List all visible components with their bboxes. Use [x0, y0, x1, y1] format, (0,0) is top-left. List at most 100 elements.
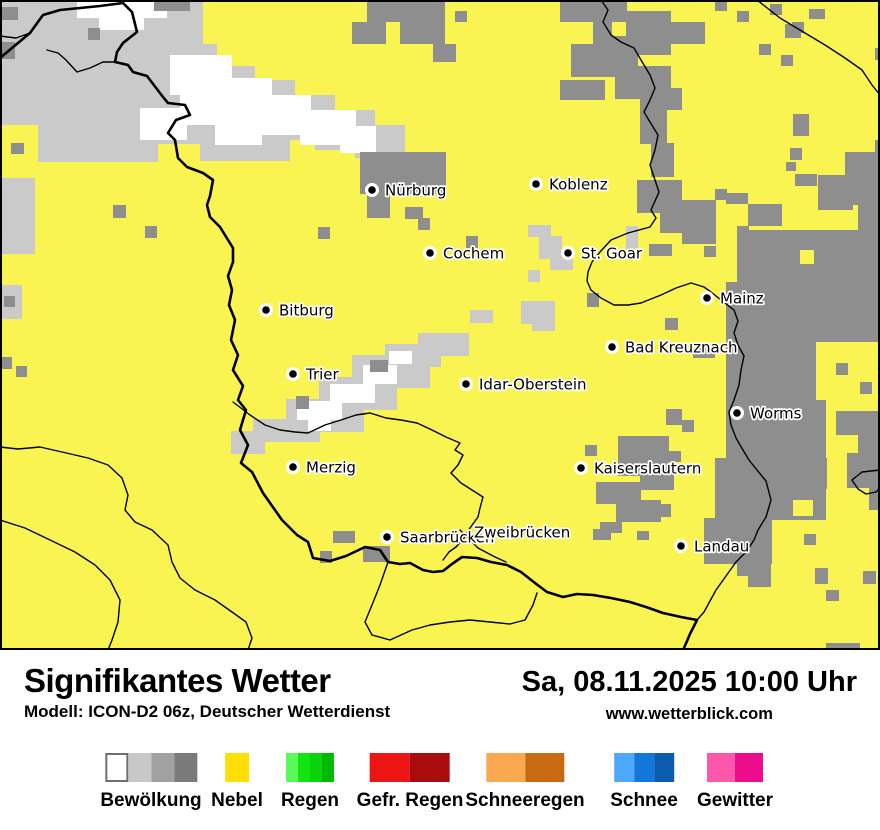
city-label: Bitburg [279, 302, 334, 320]
legend-group-regen: Regen [281, 753, 339, 812]
legend-swatch [128, 753, 151, 782]
legend-swatches-nebel [225, 753, 249, 782]
border-lines [0, 0, 880, 650]
legend-swatch [105, 753, 128, 782]
legend-group-bewoelkung: Bewölkung [100, 753, 202, 812]
legend-swatch [410, 753, 450, 782]
city-dot [262, 306, 270, 314]
legend-group-nebel: Nebel [211, 753, 263, 812]
city-dot [703, 294, 711, 302]
city-label: Merzig [306, 459, 356, 477]
border-france-2 [0, 519, 121, 650]
city-dot [462, 380, 470, 388]
city-landau: Landau [674, 536, 751, 557]
city-dot [368, 186, 376, 194]
legend-swatch [370, 753, 410, 782]
legend-swatch [634, 753, 654, 782]
border-moselle-loop [364, 561, 538, 641]
legend-group-gefr-regen: Gefr. Regen [356, 753, 464, 812]
city-dot [677, 542, 685, 550]
cloud-holes [612, 22, 846, 527]
legend-label-gewitter: Gewitter [696, 790, 774, 811]
city-label: Idar-Oberstein [479, 376, 587, 394]
legend-group-schneeregen: Schneeregen [465, 753, 585, 812]
legend-swatch [321, 753, 334, 782]
datetime-block: Sa, 08.11.2025 10:00 Uhr www.wetterblick… [522, 666, 857, 724]
city-dot [564, 249, 572, 257]
legend-swatch [285, 753, 298, 782]
legend-group-gewitter: Gewitter [697, 753, 773, 812]
city-dot [383, 533, 391, 541]
legend-swatches-schneeregen [485, 753, 564, 782]
border-east-loop [851, 469, 880, 495]
city-label: Trier [305, 366, 340, 384]
legend-label-schneeregen: Schneeregen [465, 790, 585, 811]
city-dot [733, 409, 741, 417]
legend-swatch [309, 753, 322, 782]
city-n-rburg: Nürburg [365, 180, 448, 201]
city-kaiserslautern: Kaiserslautern [574, 458, 703, 479]
city-dot [426, 249, 434, 257]
city-trier: Trier [286, 364, 341, 385]
city-koblenz: Koblenz [529, 174, 609, 195]
forecast-datetime: Sa, 08.11.2025 10:00 Uhr [521, 666, 857, 698]
legend-label-bewoelkung: Bewölkung [100, 790, 202, 811]
city-label: Zweibrücken [474, 524, 570, 542]
city-saarbr-cken: Saarbrücken [380, 527, 496, 548]
border-saarland [232, 401, 484, 561]
city-label: St. Goar [581, 245, 643, 263]
legend-swatch [614, 753, 634, 782]
city-merzig: Merzig [286, 457, 358, 478]
legend-swatch [485, 753, 525, 782]
legend: Bewölkung Nebel Regen Gefr. Regen Schneerege… [0, 650, 880, 830]
city-dot [532, 180, 540, 188]
city-label: Saarbrücken [400, 529, 494, 547]
weather-map: Nürburg Koblenz Cochem St. Goar Bitburg Mainz… [0, 0, 880, 650]
city-bitburg: Bitburg [259, 300, 335, 321]
city-label: Worms [750, 405, 802, 423]
city-mainz: Mainz [700, 288, 766, 309]
map-frame [0, 0, 880, 650]
city-dot [608, 343, 616, 351]
border-france-1 [0, 446, 253, 650]
legend-label-regen: Regen [280, 790, 340, 811]
river-rhine [586, 0, 772, 621]
legend-swatches-schnee [614, 753, 674, 782]
model-line: Modell: ICON-D2 06z, Deutscher Wetterdie… [24, 702, 391, 721]
legend-swatch [151, 753, 174, 782]
legend-label-nebel: Nebel [211, 790, 263, 811]
legend-swatches-regen [285, 753, 334, 782]
legend-swatch [524, 753, 564, 782]
legend-label-schnee: Schnee [610, 790, 678, 811]
border-saarland-spur [459, 529, 507, 563]
website-text: www.wetterblick.com [605, 705, 773, 723]
city-label: Bad Kreuznach [625, 339, 738, 357]
city-dot [577, 464, 585, 472]
legend-swatches-gewitter [707, 753, 763, 782]
city-cochem: Cochem [423, 243, 506, 264]
city-st-goar: St. Goar [561, 243, 645, 264]
legend-swatch [174, 753, 197, 782]
legend-swatch [297, 753, 310, 782]
city-label: Cochem [443, 245, 504, 263]
border-internal-nw [46, 49, 116, 73]
city-idar-oberstein: Idar-Oberstein [459, 374, 588, 395]
city-dot [289, 463, 297, 471]
legend-swatches-bewoelkung [105, 753, 197, 782]
legend-swatch [735, 753, 763, 782]
border-internal-nw2 [0, 32, 31, 39]
legend-label-gefr-regen: Gefr. Regen [356, 790, 464, 811]
city-label: Landau [694, 538, 749, 556]
border-west-thick [0, 1, 699, 650]
city-worms: Worms [730, 403, 803, 424]
border-northeast [756, 0, 880, 96]
city-label: Koblenz [549, 176, 608, 194]
cities-layer: Nürburg Koblenz Cochem St. Goar Bitburg Mainz… [259, 174, 803, 557]
footer: Signifikantes Wetter Modell: ICON-D2 06z… [0, 650, 880, 830]
legend-swatches-gefr-regen [370, 753, 450, 782]
legend-group-schnee: Schnee [610, 753, 678, 812]
legend-swatch [654, 753, 674, 782]
city-label: Mainz [720, 290, 764, 308]
city-bad-kreuznach: Bad Kreuznach [605, 337, 739, 358]
cloud-layer-medium [0, 0, 880, 650]
